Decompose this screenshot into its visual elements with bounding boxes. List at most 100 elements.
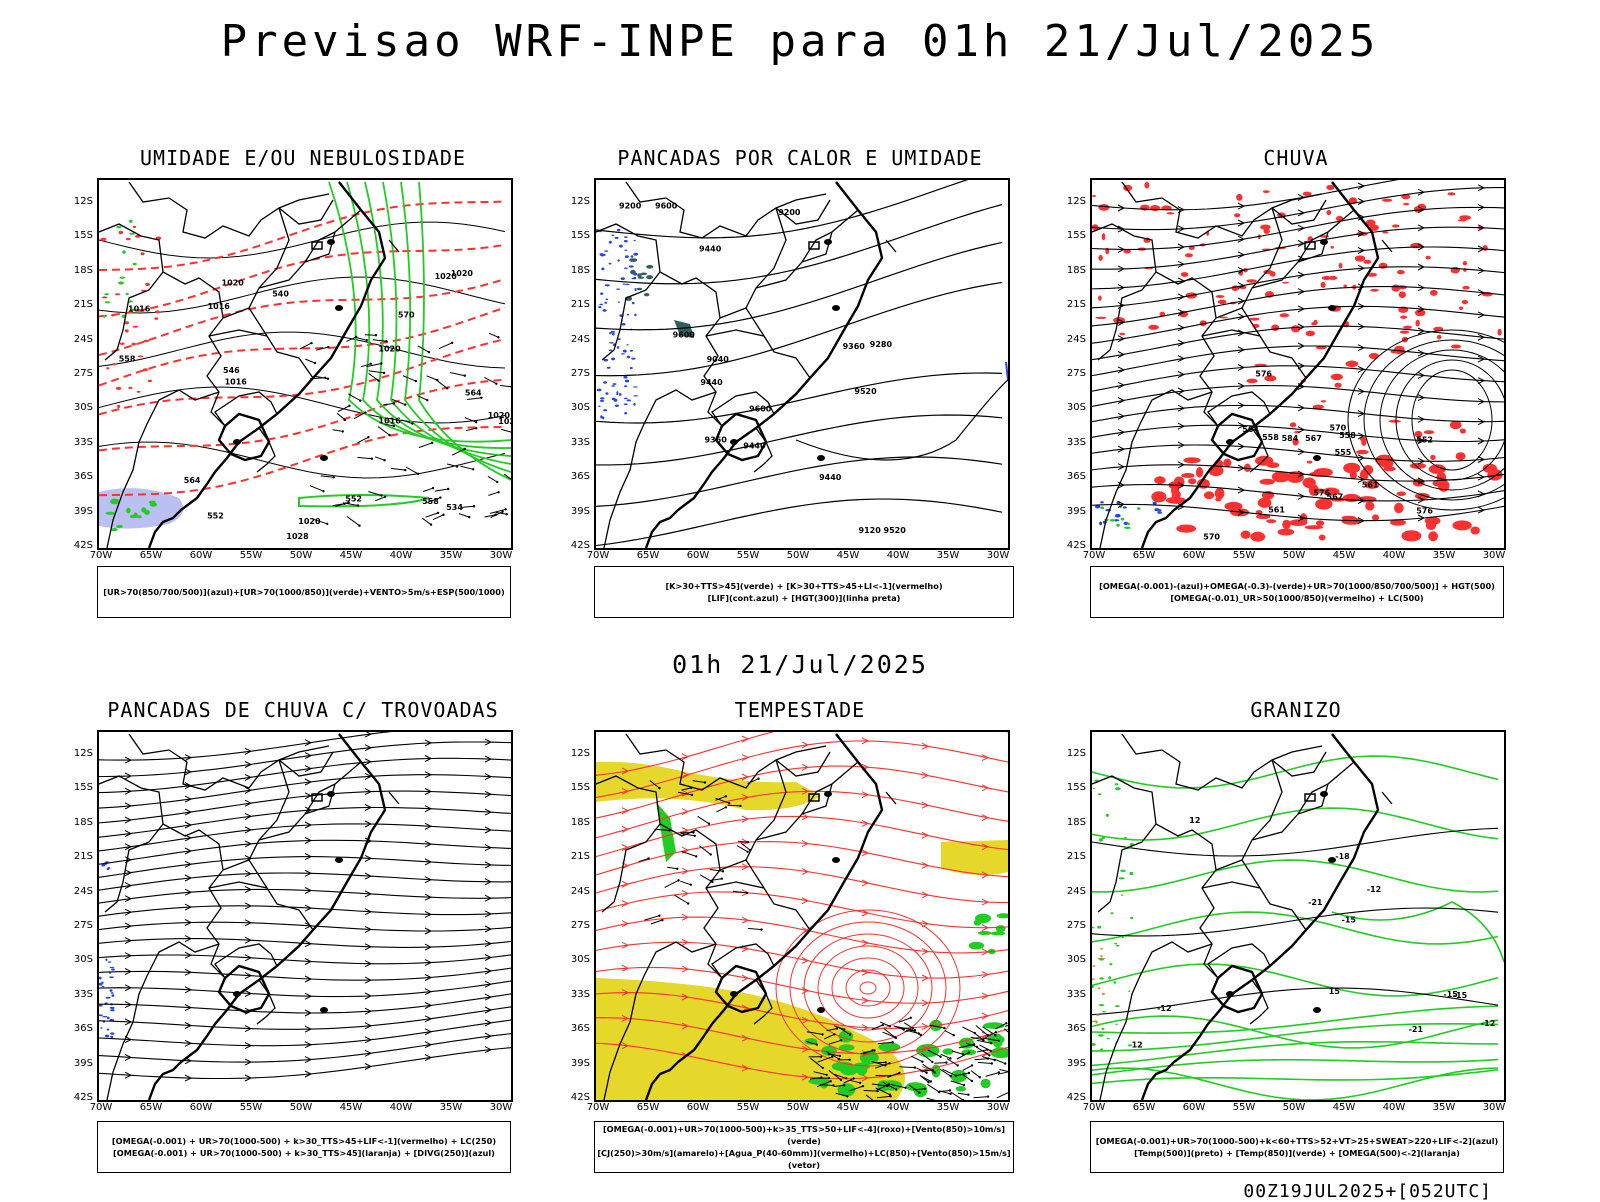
lon-label: 40W bbox=[1379, 1102, 1409, 1113]
legend-caption-granizo: [OMEGA(-0.001)+UR>70(1000-500)+k<60+TTS>… bbox=[1090, 1121, 1504, 1173]
map-plot-umidade: 1016101610201020102010281016101610201020… bbox=[99, 180, 511, 548]
lat-label: 27S bbox=[1060, 920, 1086, 931]
contour-label: 555 bbox=[1335, 448, 1352, 457]
contour-label: 9200 bbox=[619, 201, 642, 210]
contour-label: -21 bbox=[1409, 1025, 1424, 1034]
contour-label: 12 bbox=[1189, 816, 1200, 825]
lon-label: 40W bbox=[883, 550, 913, 561]
contour-label: -15 bbox=[1453, 991, 1468, 1000]
lat-label: 18S bbox=[564, 817, 590, 828]
lat-label: 39S bbox=[1060, 506, 1086, 517]
run-info: 00Z19JUL2025+[052UTC] bbox=[1243, 1181, 1492, 1202]
panel-title-tempestade: TEMPESTADE bbox=[594, 698, 1006, 722]
contour-label: 1028 bbox=[286, 532, 309, 541]
legend-caption-umidade: [UR>70(850/700/500)](azul)+[UR>70(1000/8… bbox=[97, 566, 511, 618]
legend-caption-chuva: [OMEGA(-0.001)-(azul)+OMEGA(-0.3)-(verde… bbox=[1090, 566, 1504, 618]
contour-label: 9600 bbox=[673, 331, 696, 340]
contour-label: 576 bbox=[1255, 369, 1272, 378]
contour-label: 561 bbox=[1362, 480, 1379, 489]
lat-label: 12S bbox=[564, 748, 590, 759]
lon-label: 65W bbox=[633, 1102, 663, 1113]
lon-label: 70W bbox=[1079, 1102, 1109, 1113]
lon-label: 55W bbox=[1229, 550, 1259, 561]
lon-label: 45W bbox=[336, 550, 366, 561]
lat-label: 24S bbox=[67, 334, 93, 345]
lon-label: 70W bbox=[583, 550, 613, 561]
legend-line: [K>30+TTS>45](verde) + [K>30+TTS>45+LI<-… bbox=[595, 580, 1013, 592]
contour-label: 15 bbox=[1329, 987, 1341, 996]
contour-label: 576 bbox=[1416, 507, 1433, 516]
legend-line: [LIF](cont.azul) + [HGT(300)](linha pret… bbox=[595, 592, 1013, 604]
lat-label: 15S bbox=[564, 230, 590, 241]
legend-line: [OMEGA(-0.001)-(azul)+OMEGA(-0.3)-(verde… bbox=[1091, 580, 1503, 592]
contour-label: 558 bbox=[1262, 433, 1279, 442]
contour-label: 552 bbox=[345, 495, 362, 504]
lat-label: 24S bbox=[564, 334, 590, 345]
lat-label: 30S bbox=[564, 954, 590, 965]
panel-title-granizo: GRANIZO bbox=[1090, 698, 1502, 722]
lat-label: 18S bbox=[564, 265, 590, 276]
lon-label: 40W bbox=[883, 1102, 913, 1113]
contour-label: 1016 bbox=[225, 378, 248, 387]
lon-label: 30W bbox=[983, 550, 1013, 561]
lat-label: 27S bbox=[67, 920, 93, 931]
panel-title-pancadas-trovoadas: PANCADAS DE CHUVA C/ TROVOADAS bbox=[97, 698, 509, 722]
contour-label: -12 bbox=[1157, 1004, 1171, 1013]
lon-label: 50W bbox=[783, 1102, 813, 1113]
contour-label: 9600 bbox=[749, 405, 772, 414]
legend-line: [OMEGA(-0.01)_UR>50(1000/850)(vermelho) … bbox=[1091, 592, 1503, 604]
lat-label: 39S bbox=[67, 506, 93, 517]
contour-label: 9440 bbox=[819, 473, 842, 482]
lat-label: 12S bbox=[1060, 748, 1086, 759]
legend-caption-pancadas-calor: [K>30+TTS>45](verde) + [K>30+TTS>45+LI<-… bbox=[594, 566, 1014, 618]
lon-label: 35W bbox=[933, 550, 963, 561]
lat-label: 18S bbox=[1060, 265, 1086, 276]
lon-label: 60W bbox=[186, 550, 216, 561]
lon-label: 45W bbox=[336, 1102, 366, 1113]
contour-label: -18 bbox=[1335, 852, 1350, 861]
contour-label: 570 bbox=[1203, 533, 1220, 542]
lon-label: 65W bbox=[1129, 1102, 1159, 1113]
contour-label: 1020 bbox=[378, 345, 401, 354]
lat-label: 21S bbox=[1060, 299, 1086, 310]
contour-label: 9440 bbox=[699, 245, 722, 254]
lat-label: 30S bbox=[1060, 402, 1086, 413]
lon-label: 30W bbox=[486, 1102, 516, 1113]
lat-label: 18S bbox=[67, 265, 93, 276]
lat-label: 36S bbox=[67, 1023, 93, 1034]
contour-label: -15 bbox=[1342, 916, 1357, 925]
map-plot-pancadas-calor: 9600960096009520952094409440944093609360… bbox=[596, 180, 1008, 548]
lon-label: 55W bbox=[733, 1102, 763, 1113]
lon-label: 55W bbox=[733, 550, 763, 561]
lon-label: 50W bbox=[1279, 1102, 1309, 1113]
page-title: Previsao WRF-INPE para 01h 21/Jul/2025 bbox=[0, 16, 1600, 67]
map-plot-pancadas-trovoadas bbox=[99, 732, 511, 1100]
contour-label: 564 bbox=[184, 476, 201, 485]
lon-label: 65W bbox=[136, 550, 166, 561]
lon-label: 60W bbox=[1179, 550, 1209, 561]
lon-label: 70W bbox=[86, 550, 116, 561]
contour-label: 570 bbox=[398, 311, 415, 320]
lat-label: 39S bbox=[1060, 1058, 1086, 1069]
lon-label: 40W bbox=[386, 1102, 416, 1113]
lat-label: 36S bbox=[564, 471, 590, 482]
lat-label: 33S bbox=[564, 989, 590, 1000]
lat-label: 24S bbox=[564, 886, 590, 897]
lon-label: 35W bbox=[436, 1102, 466, 1113]
panel-title-pancadas-calor: PANCADAS POR CALOR E UMIDADE bbox=[594, 146, 1006, 170]
lon-label: 60W bbox=[186, 1102, 216, 1113]
map-pancadas-trovoadas bbox=[97, 730, 513, 1102]
contour-label: 567 bbox=[1305, 434, 1322, 443]
contour-label: 552 bbox=[1416, 436, 1433, 445]
contour-label: 1020 bbox=[451, 269, 474, 278]
map-plot-tempestade bbox=[596, 732, 1008, 1100]
contour-label: 570 bbox=[1330, 423, 1347, 432]
lon-label: 55W bbox=[1229, 1102, 1259, 1113]
legend-line: [UR>70(850/700/500)](azul)+[UR>70(1000/8… bbox=[98, 586, 510, 598]
lat-label: 21S bbox=[67, 299, 93, 310]
lat-label: 27S bbox=[67, 368, 93, 379]
lat-label: 24S bbox=[67, 886, 93, 897]
lat-label: 33S bbox=[67, 989, 93, 1000]
